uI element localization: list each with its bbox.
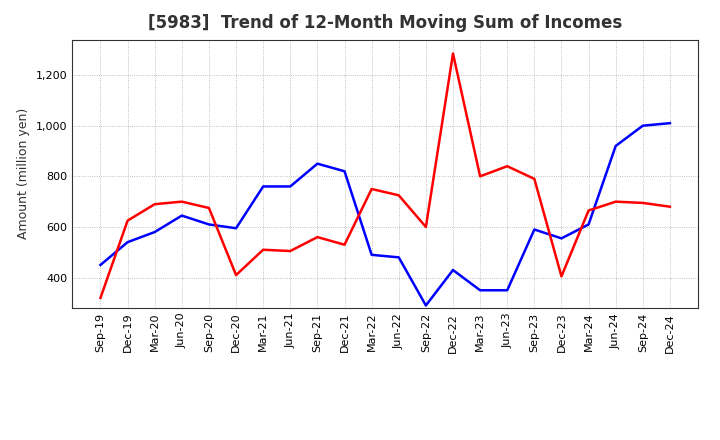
Net Income: [232, 272, 240, 278]
Line: Ordinary Income: Ordinary Income: [101, 123, 670, 305]
Ordinary Income: [313, 161, 322, 166]
Ordinary Income: [476, 288, 485, 293]
Ordinary Income: [584, 222, 593, 227]
Ordinary Income: [421, 303, 430, 308]
Ordinary Income: [96, 262, 105, 268]
Net Income: [584, 208, 593, 213]
Net Income: [178, 199, 186, 204]
Ordinary Income: [639, 123, 647, 128]
Ordinary Income: [395, 255, 403, 260]
Net Income: [96, 295, 105, 301]
Net Income: [150, 202, 159, 207]
Ordinary Income: [259, 184, 268, 189]
Ordinary Income: [665, 121, 674, 126]
Ordinary Income: [557, 236, 566, 241]
Ordinary Income: [530, 227, 539, 232]
Net Income: [341, 242, 349, 247]
Ordinary Income: [449, 268, 457, 273]
Net Income: [611, 199, 620, 204]
Net Income: [639, 200, 647, 205]
Net Income: [123, 218, 132, 223]
Ordinary Income: [367, 252, 376, 257]
Net Income: [367, 187, 376, 192]
Net Income: [313, 235, 322, 240]
Net Income: [259, 247, 268, 253]
Ordinary Income: [178, 213, 186, 218]
Net Income: [665, 204, 674, 209]
Ordinary Income: [286, 184, 294, 189]
Net Income: [204, 205, 213, 211]
Net Income: [476, 174, 485, 179]
Y-axis label: Amount (million yen): Amount (million yen): [17, 108, 30, 239]
Ordinary Income: [204, 222, 213, 227]
Net Income: [286, 249, 294, 254]
Ordinary Income: [150, 229, 159, 235]
Net Income: [503, 164, 511, 169]
Net Income: [449, 51, 457, 56]
Net Income: [421, 224, 430, 230]
Ordinary Income: [232, 226, 240, 231]
Title: [5983]  Trend of 12-Month Moving Sum of Incomes: [5983] Trend of 12-Month Moving Sum of I…: [148, 15, 622, 33]
Net Income: [530, 176, 539, 182]
Ordinary Income: [503, 288, 511, 293]
Ordinary Income: [611, 143, 620, 149]
Net Income: [395, 193, 403, 198]
Ordinary Income: [123, 239, 132, 245]
Line: Net Income: Net Income: [101, 54, 670, 298]
Net Income: [557, 274, 566, 279]
Ordinary Income: [341, 169, 349, 174]
